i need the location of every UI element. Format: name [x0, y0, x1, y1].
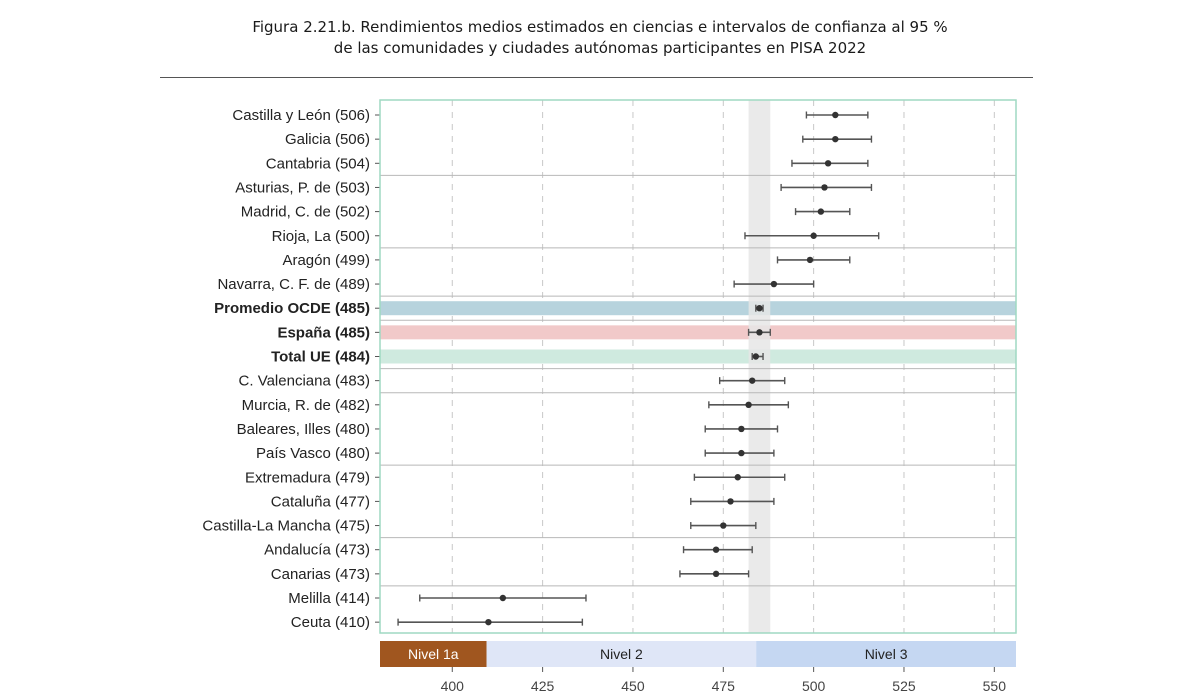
mean-point-1 [832, 135, 839, 143]
level-band-1 [486, 641, 757, 667]
level-label-0: Nivel 1a [408, 646, 459, 662]
category-label-11: C. Valenciana (483) [239, 373, 370, 390]
category-label-21: Ceuta (410) [291, 614, 370, 631]
category-label-0: Castilla y León (506) [232, 107, 370, 124]
mean-point-11 [749, 377, 756, 384]
mean-point-19 [712, 570, 720, 578]
category-label-7: Navarra, C. F. de (489) [217, 276, 370, 293]
category-label-4: Madrid, C. de (502) [241, 204, 370, 221]
highlight-band-8 [380, 301, 1016, 316]
category-label-9: España (485) [277, 324, 370, 341]
x-tick-label-400: 400 [441, 678, 465, 694]
mean-point-0 [832, 111, 839, 119]
mean-point-15 [734, 474, 741, 481]
mean-point-12 [745, 401, 752, 408]
mean-point-13 [738, 425, 745, 433]
mean-point-20 [499, 594, 507, 602]
chart-title-line-2: de las comunidades y ciudades autónomas … [333, 39, 867, 57]
category-label-19: Canarias (473) [271, 566, 370, 583]
highlight-band-10 [380, 349, 1016, 364]
mean-point-18 [712, 546, 720, 553]
category-label-10: Total UE (484) [271, 349, 370, 366]
mean-point-3 [821, 184, 828, 191]
mean-point-5 [810, 232, 817, 239]
category-label-1: Galicia (506) [285, 131, 370, 148]
x-tick-label-425: 425 [531, 678, 555, 694]
x-tick-label-475: 475 [712, 678, 736, 694]
category-label-12: Murcia, R. de (482) [242, 397, 370, 414]
mean-point-4 [817, 208, 825, 215]
x-tick-label-500: 500 [802, 678, 826, 694]
category-label-5: Rioja, La (500) [272, 228, 370, 245]
highlight-band-9 [380, 325, 1016, 340]
category-label-15: Extremadura (479) [245, 469, 370, 486]
category-label-13: Baleares, Illes (480) [237, 421, 370, 438]
title-divider [160, 77, 1033, 78]
x-tick-label-525: 525 [892, 678, 916, 694]
mean-point-7 [770, 280, 778, 288]
category-label-2: Cantabria (504) [266, 155, 370, 172]
category-label-20: Melilla (414) [288, 590, 370, 607]
mean-point-14 [738, 449, 745, 457]
category-label-3: Asturias, P. de (503) [235, 179, 370, 196]
x-tick-label-550: 550 [983, 678, 1007, 694]
category-label-17: Castilla-La Mancha (475) [202, 518, 370, 535]
mean-point-9 [756, 329, 763, 336]
mean-point-17 [720, 522, 727, 529]
mean-point-10 [752, 353, 760, 360]
category-label-6: Aragón (499) [282, 252, 370, 269]
category-label-8: Promedio OCDE (485) [214, 300, 370, 317]
mean-point-16 [727, 498, 734, 505]
chart-title-line-1: Figura 2.21.b. Rendimientos medios estim… [252, 18, 948, 36]
mean-point-6 [806, 256, 814, 264]
level-label-2: Nivel 3 [865, 646, 908, 662]
category-label-14: País Vasco (480) [256, 445, 370, 462]
level-band-2 [756, 641, 1016, 667]
mean-point-2 [824, 160, 832, 167]
category-label-16: Cataluña (477) [271, 493, 370, 510]
plot-frame [379, 99, 1017, 634]
chart-title: Figura 2.21.b. Rendimientos medios estim… [0, 17, 1200, 59]
x-tick-label-450: 450 [621, 678, 645, 694]
level-band-0 [380, 641, 487, 667]
category-label-18: Andalucía (473) [264, 542, 370, 559]
reference-band [748, 100, 771, 633]
level-label-1: Nivel 2 [600, 646, 643, 662]
mean-point-8 [756, 305, 763, 312]
plot-area [380, 100, 1016, 633]
mean-point-21 [485, 618, 492, 626]
